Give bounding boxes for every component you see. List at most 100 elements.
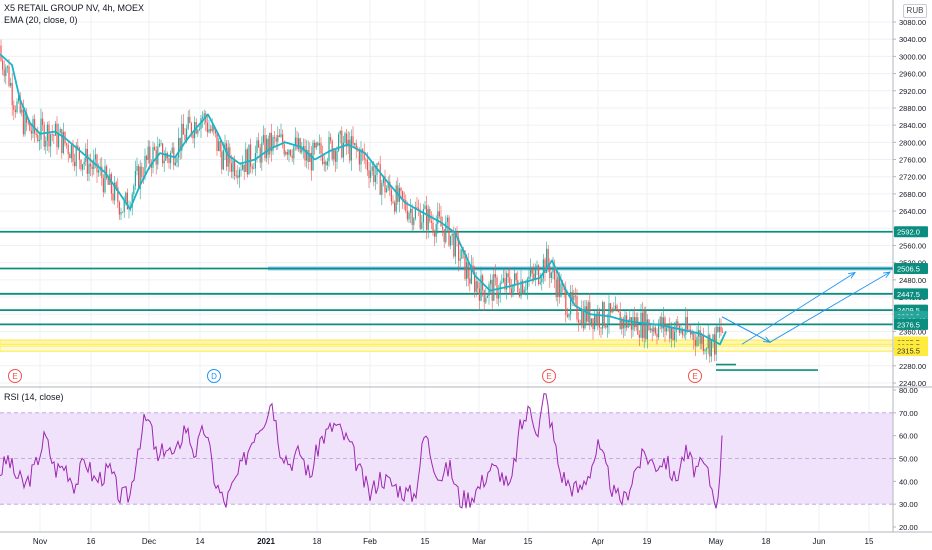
candle-body [675, 321, 677, 332]
candle-body [306, 149, 308, 161]
candle-body [256, 140, 258, 154]
candle-body [171, 147, 173, 153]
candle-body [446, 217, 448, 223]
candle-body [437, 211, 439, 225]
candle-body [722, 331, 724, 333]
candle-body [416, 207, 418, 209]
candle-body [637, 317, 639, 335]
candle-body [658, 325, 660, 338]
candle-body [275, 138, 277, 142]
candle-body [664, 317, 666, 332]
candle-body [307, 149, 309, 162]
candle-body [78, 147, 80, 160]
candle-body [550, 272, 552, 278]
candle-body [363, 151, 365, 160]
candle-body [238, 169, 240, 178]
ema-path [0, 53, 727, 346]
price-tick-label: 2360.00 [899, 327, 926, 336]
candle-body [627, 322, 629, 328]
candle-body [477, 281, 479, 289]
candle-body [101, 166, 103, 179]
candle-body [125, 192, 127, 202]
candle-body [566, 314, 568, 317]
candle-body [240, 169, 242, 171]
candle-body [653, 327, 655, 332]
candle-body [662, 317, 664, 329]
candle-body [598, 311, 600, 328]
price-label-bg [894, 345, 928, 357]
candle-body [304, 146, 306, 161]
candle-body [619, 312, 621, 330]
candle-body [470, 265, 472, 284]
projection-arrow-down [721, 316, 771, 343]
candle-body [22, 109, 24, 135]
candle-body [382, 176, 384, 184]
candle-body [406, 210, 408, 220]
time-tick-label: 18 [313, 537, 322, 546]
candle-body [350, 136, 352, 161]
candle-body [27, 122, 29, 124]
event-marker-label: D [211, 372, 217, 381]
candle-body [11, 82, 13, 106]
candle-body [77, 145, 79, 148]
candle-body [347, 139, 349, 147]
candle-body [390, 190, 392, 202]
candle-body [486, 296, 488, 298]
candle-body [176, 157, 178, 163]
candle-body [210, 129, 212, 132]
candle-body [117, 187, 119, 203]
projection-arrows[interactable] [721, 271, 891, 345]
candle-body [365, 159, 367, 161]
event-marker-e[interactable]: E [542, 369, 556, 383]
candle-body [661, 317, 663, 329]
candle-body [277, 135, 279, 142]
candle-body [245, 149, 247, 172]
projection-arrow-alt [741, 272, 856, 345]
price-tick-label: 2920.00 [899, 87, 926, 96]
time-tick-label: May [708, 537, 723, 546]
candle-body [234, 160, 236, 176]
event-marker-circle [688, 369, 702, 383]
event-marker-e[interactable]: E [8, 369, 22, 383]
candle-body [632, 317, 634, 330]
candle-body [2, 60, 4, 70]
candle-body [389, 181, 391, 191]
candle-body [349, 139, 351, 161]
candle-body [570, 291, 572, 315]
event-marker-label: E [12, 372, 17, 381]
candle-body [534, 269, 536, 279]
candle-body [666, 327, 668, 332]
price-tick-label: 3080.00 [899, 18, 926, 27]
candle-body [206, 122, 208, 133]
candle-body [659, 317, 661, 326]
candle-body [86, 148, 88, 174]
candle-body [605, 325, 607, 328]
candle-body [288, 150, 290, 155]
candle-body [434, 232, 436, 237]
price-level-lines[interactable] [0, 230, 894, 371]
candle-body [98, 170, 100, 173]
price-tick-label: 2840.00 [899, 121, 926, 130]
price-tick-label: 3000.00 [899, 52, 926, 61]
candle-body [469, 278, 471, 284]
candle-body [296, 137, 298, 150]
event-marker-e[interactable]: E [688, 369, 702, 383]
candle-body [574, 295, 576, 297]
time-tick-label: 14 [196, 537, 205, 546]
candle-body [131, 194, 133, 208]
candle-body [429, 208, 431, 221]
candle-body [21, 109, 23, 113]
currency-badge[interactable]: RUB [903, 4, 927, 18]
candle-body [544, 259, 546, 274]
candle-body [10, 82, 12, 86]
candle-body [168, 158, 170, 164]
candle-body [600, 327, 602, 329]
event-marker-d[interactable]: D [207, 369, 221, 383]
candle-body [30, 130, 32, 134]
candle-body [506, 273, 508, 290]
candle-body [299, 138, 301, 153]
candle-body [222, 150, 224, 170]
